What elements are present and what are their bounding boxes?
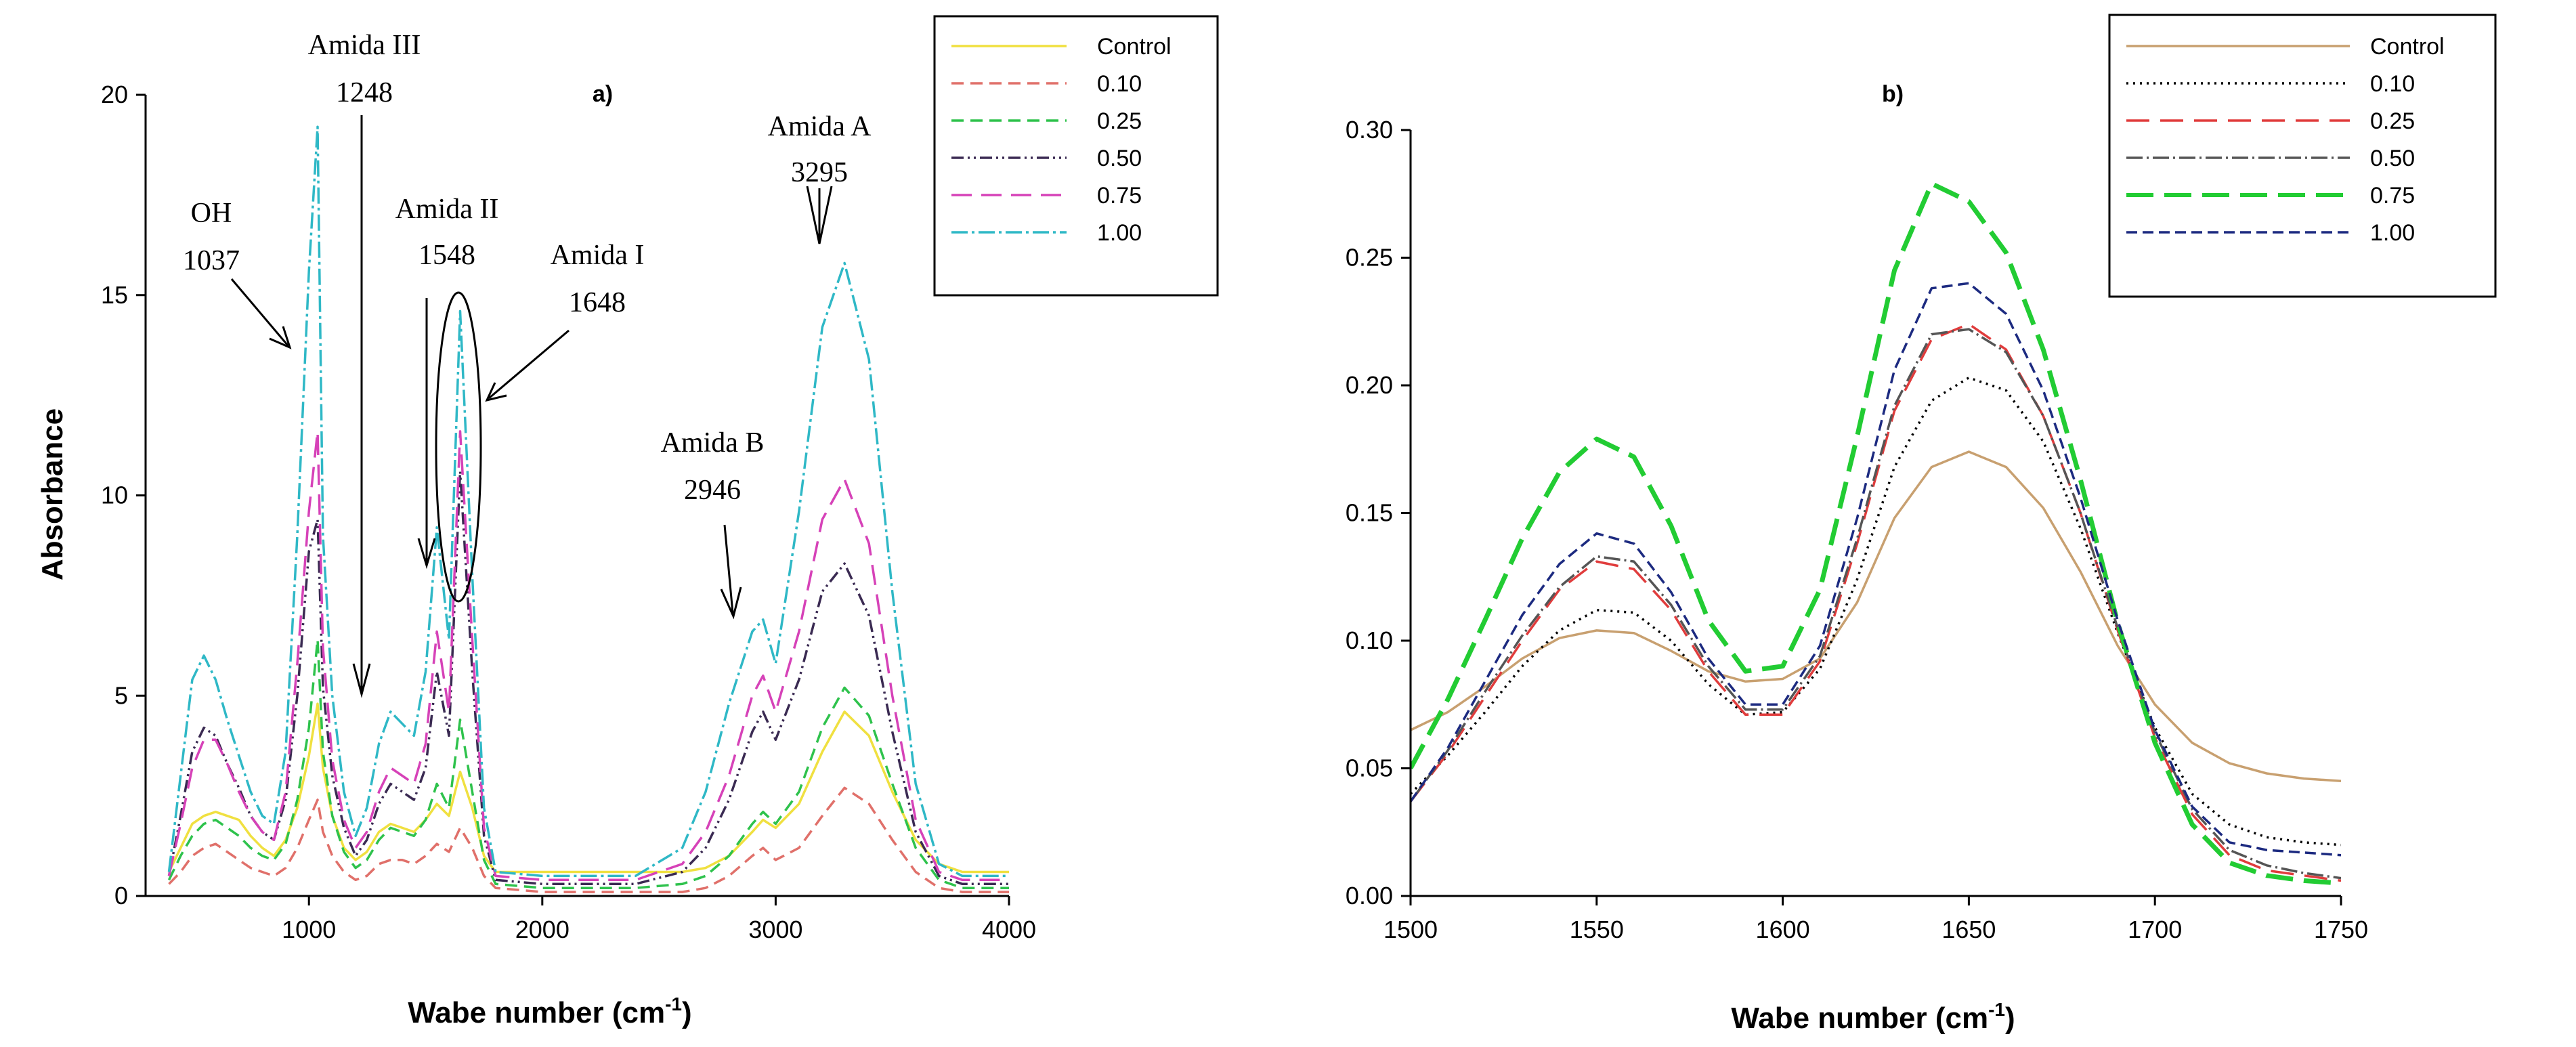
panel-b-y-tick-label: 0.10	[1346, 626, 1393, 654]
panel-b-chart: 0.00 0.05 0.10 0.15 0.20 0.25 0.30 1500 1550 160…	[1346, 14, 2497, 1035]
annotation-amida-iii-arrowhead	[352, 663, 371, 698]
annotation-amida-a-arrowhead-left	[806, 186, 833, 244]
panel-b-legend-label-0-75: 0.75	[2370, 183, 2415, 209]
annotation-amida-a-name: Amida A	[768, 111, 872, 142]
panel-b-legend-label-0-50: 0.50	[2370, 146, 2415, 171]
panel-a-x-ticks: 1000 2000 3000 4000	[282, 896, 1036, 943]
panel-a-x-axis-title: Wabe number (cm-1)	[408, 993, 691, 1029]
panel-b-x-tick-label: 1650	[1941, 916, 1996, 943]
panel-b-x-title-sup: -1	[1988, 999, 2005, 1020]
panel-b-y-ticks: 0.00 0.05 0.10 0.15 0.20 0.25 0.30	[1346, 116, 1411, 910]
panel-a-x-tick-label: 3000	[748, 916, 802, 943]
panel-b-legend-label-control: Control	[2370, 34, 2445, 60]
panel-a-curves	[167, 125, 1009, 893]
annotation-oh-arrowhead	[269, 326, 292, 349]
panel-b-y-tick-label: 0.20	[1346, 371, 1393, 399]
panel-b-y-tick-label: 0.25	[1346, 244, 1393, 272]
panel-a-x-tick-label: 4000	[982, 916, 1036, 943]
annotation-amida-b-name: Amida B	[661, 427, 765, 458]
annotation-amida-iii-wavenumber: 1248	[336, 77, 393, 108]
panel-a-y-tick-label: 5	[114, 681, 128, 709]
panel-b-x-tick-label: 1500	[1383, 916, 1438, 943]
panel-a-legend-box	[933, 15, 1219, 297]
panel-b-x-title-tail: )	[2005, 1002, 2015, 1035]
panel-b-series-control	[1411, 450, 2341, 783]
panel-a-x-title-tail: )	[682, 996, 692, 1029]
annotation-amida-b-wavenumber: 2946	[684, 475, 741, 506]
panel-b-label: b)	[1882, 81, 1904, 107]
panel-a-legend-label-control: Control	[1097, 34, 1172, 60]
panel-a-x-title-main: Wabe number (cm	[408, 996, 665, 1029]
annotation-amida-i-arrowhead	[485, 382, 507, 402]
panel-a-axes	[144, 95, 1009, 897]
panel-a-y-axis-title: Absorbance	[36, 408, 69, 580]
annotation-amida-iii-name: Amida III	[308, 30, 421, 61]
panel-a-y-ticks: 0 5 10 15 20	[101, 81, 146, 910]
panel-b-y-tick-label: 0.00	[1346, 882, 1393, 910]
panel-b-series-0-25	[1411, 322, 2341, 882]
panel-b-legend-label-1-00: 1.00	[2370, 220, 2415, 246]
annotation-amida-a-wavenumber: 3295	[791, 157, 848, 188]
panel-b-legend: Control 0.10 0.25 0.50 0.75 1.00	[2108, 14, 2497, 298]
annotation-amida-b-arrow	[723, 524, 734, 614]
panel-a-legend-label-0-50: 0.50	[1097, 146, 1142, 171]
panel-a-x-tick-label: 2000	[515, 916, 570, 943]
panel-b-y-tick-label: 0.15	[1346, 499, 1393, 527]
panel-b-x-axis-title: Wabe number (cm-1)	[1731, 999, 2015, 1035]
panel-b-x-tick-label: 1750	[2314, 916, 2368, 943]
panel-b-series-0-75	[1411, 181, 2341, 886]
panel-b-x-tick-label: 1550	[1570, 916, 1624, 943]
annotation-amida-ii-arrowhead	[417, 538, 436, 570]
panel-b-curves	[1411, 181, 2341, 886]
annotation-oh-name: OH	[191, 198, 232, 229]
annotation-oh-arrow	[230, 278, 289, 346]
panel-a-legend-label-1-00: 1.00	[1097, 220, 1142, 246]
panel-a-y-tick-label: 0	[114, 882, 128, 910]
panel-a-y-tick-label: 15	[101, 281, 128, 309]
panel-b-series-1-00	[1411, 282, 2341, 857]
annotation-amida-b-arrowhead	[720, 586, 742, 620]
panel-a-series-1-00	[167, 125, 1009, 878]
panel-b-legend-label-0-25: 0.25	[2370, 108, 2415, 134]
annotation-amida-ii-name: Amida II	[395, 194, 499, 225]
panel-b-series-0-10	[1411, 376, 2341, 847]
panel-a-legend-label-0-25: 0.25	[1097, 108, 1142, 134]
panel-a-y-tick-label: 20	[101, 81, 128, 108]
panel-a-y-tick-label: 10	[101, 482, 128, 509]
annotation-amida-i-name: Amida I	[551, 240, 645, 271]
panel-a-legend-label-0-10: 0.10	[1097, 71, 1142, 97]
panel-b-x-tick-label: 1700	[2128, 916, 2182, 943]
panel-b-y-tick-label: 0.30	[1346, 116, 1393, 144]
panel-a-series-0-75	[167, 430, 1009, 882]
annotation-amida-i-arrow	[488, 329, 570, 400]
panel-a-label: a)	[593, 81, 613, 107]
panel-a-x-title-sup: -1	[665, 993, 682, 1014]
panel-b-legend-box	[2108, 14, 2497, 298]
annotation-amida-i-wavenumber: 1648	[569, 287, 626, 318]
panel-a-x-tick-label: 1000	[282, 916, 336, 943]
annotation-oh-wavenumber: 1037	[183, 245, 240, 276]
panel-a-series-0-10	[168, 786, 1009, 893]
panel-a-annotations: Amida III 1248 OH 1037 Amida II 1548 Ami…	[183, 30, 872, 698]
panel-a-legend: Control 0.10 0.25 0.50 0.75 1.00	[933, 15, 1219, 297]
panel-a-series-0-50	[167, 470, 1009, 886]
panel-b-x-tick-label: 1600	[1756, 916, 1810, 943]
panel-a-legend-label-0-75: 0.75	[1097, 183, 1142, 209]
panel-b-x-ticks: 1500 1550 1600 1650 1700 1750	[1383, 896, 2368, 943]
panel-a-series-0-25	[167, 638, 1009, 889]
panel-a-series-control	[167, 702, 1009, 874]
panel-b-x-title-main: Wabe number (cm	[1731, 1002, 1988, 1035]
annotation-amida-ii-wavenumber: 1548	[418, 240, 475, 271]
panel-b-y-tick-label: 0.05	[1346, 754, 1393, 782]
panel-b-legend-label-0-10: 0.10	[2370, 71, 2415, 97]
annotation-amida-i-ellipse	[435, 291, 482, 603]
